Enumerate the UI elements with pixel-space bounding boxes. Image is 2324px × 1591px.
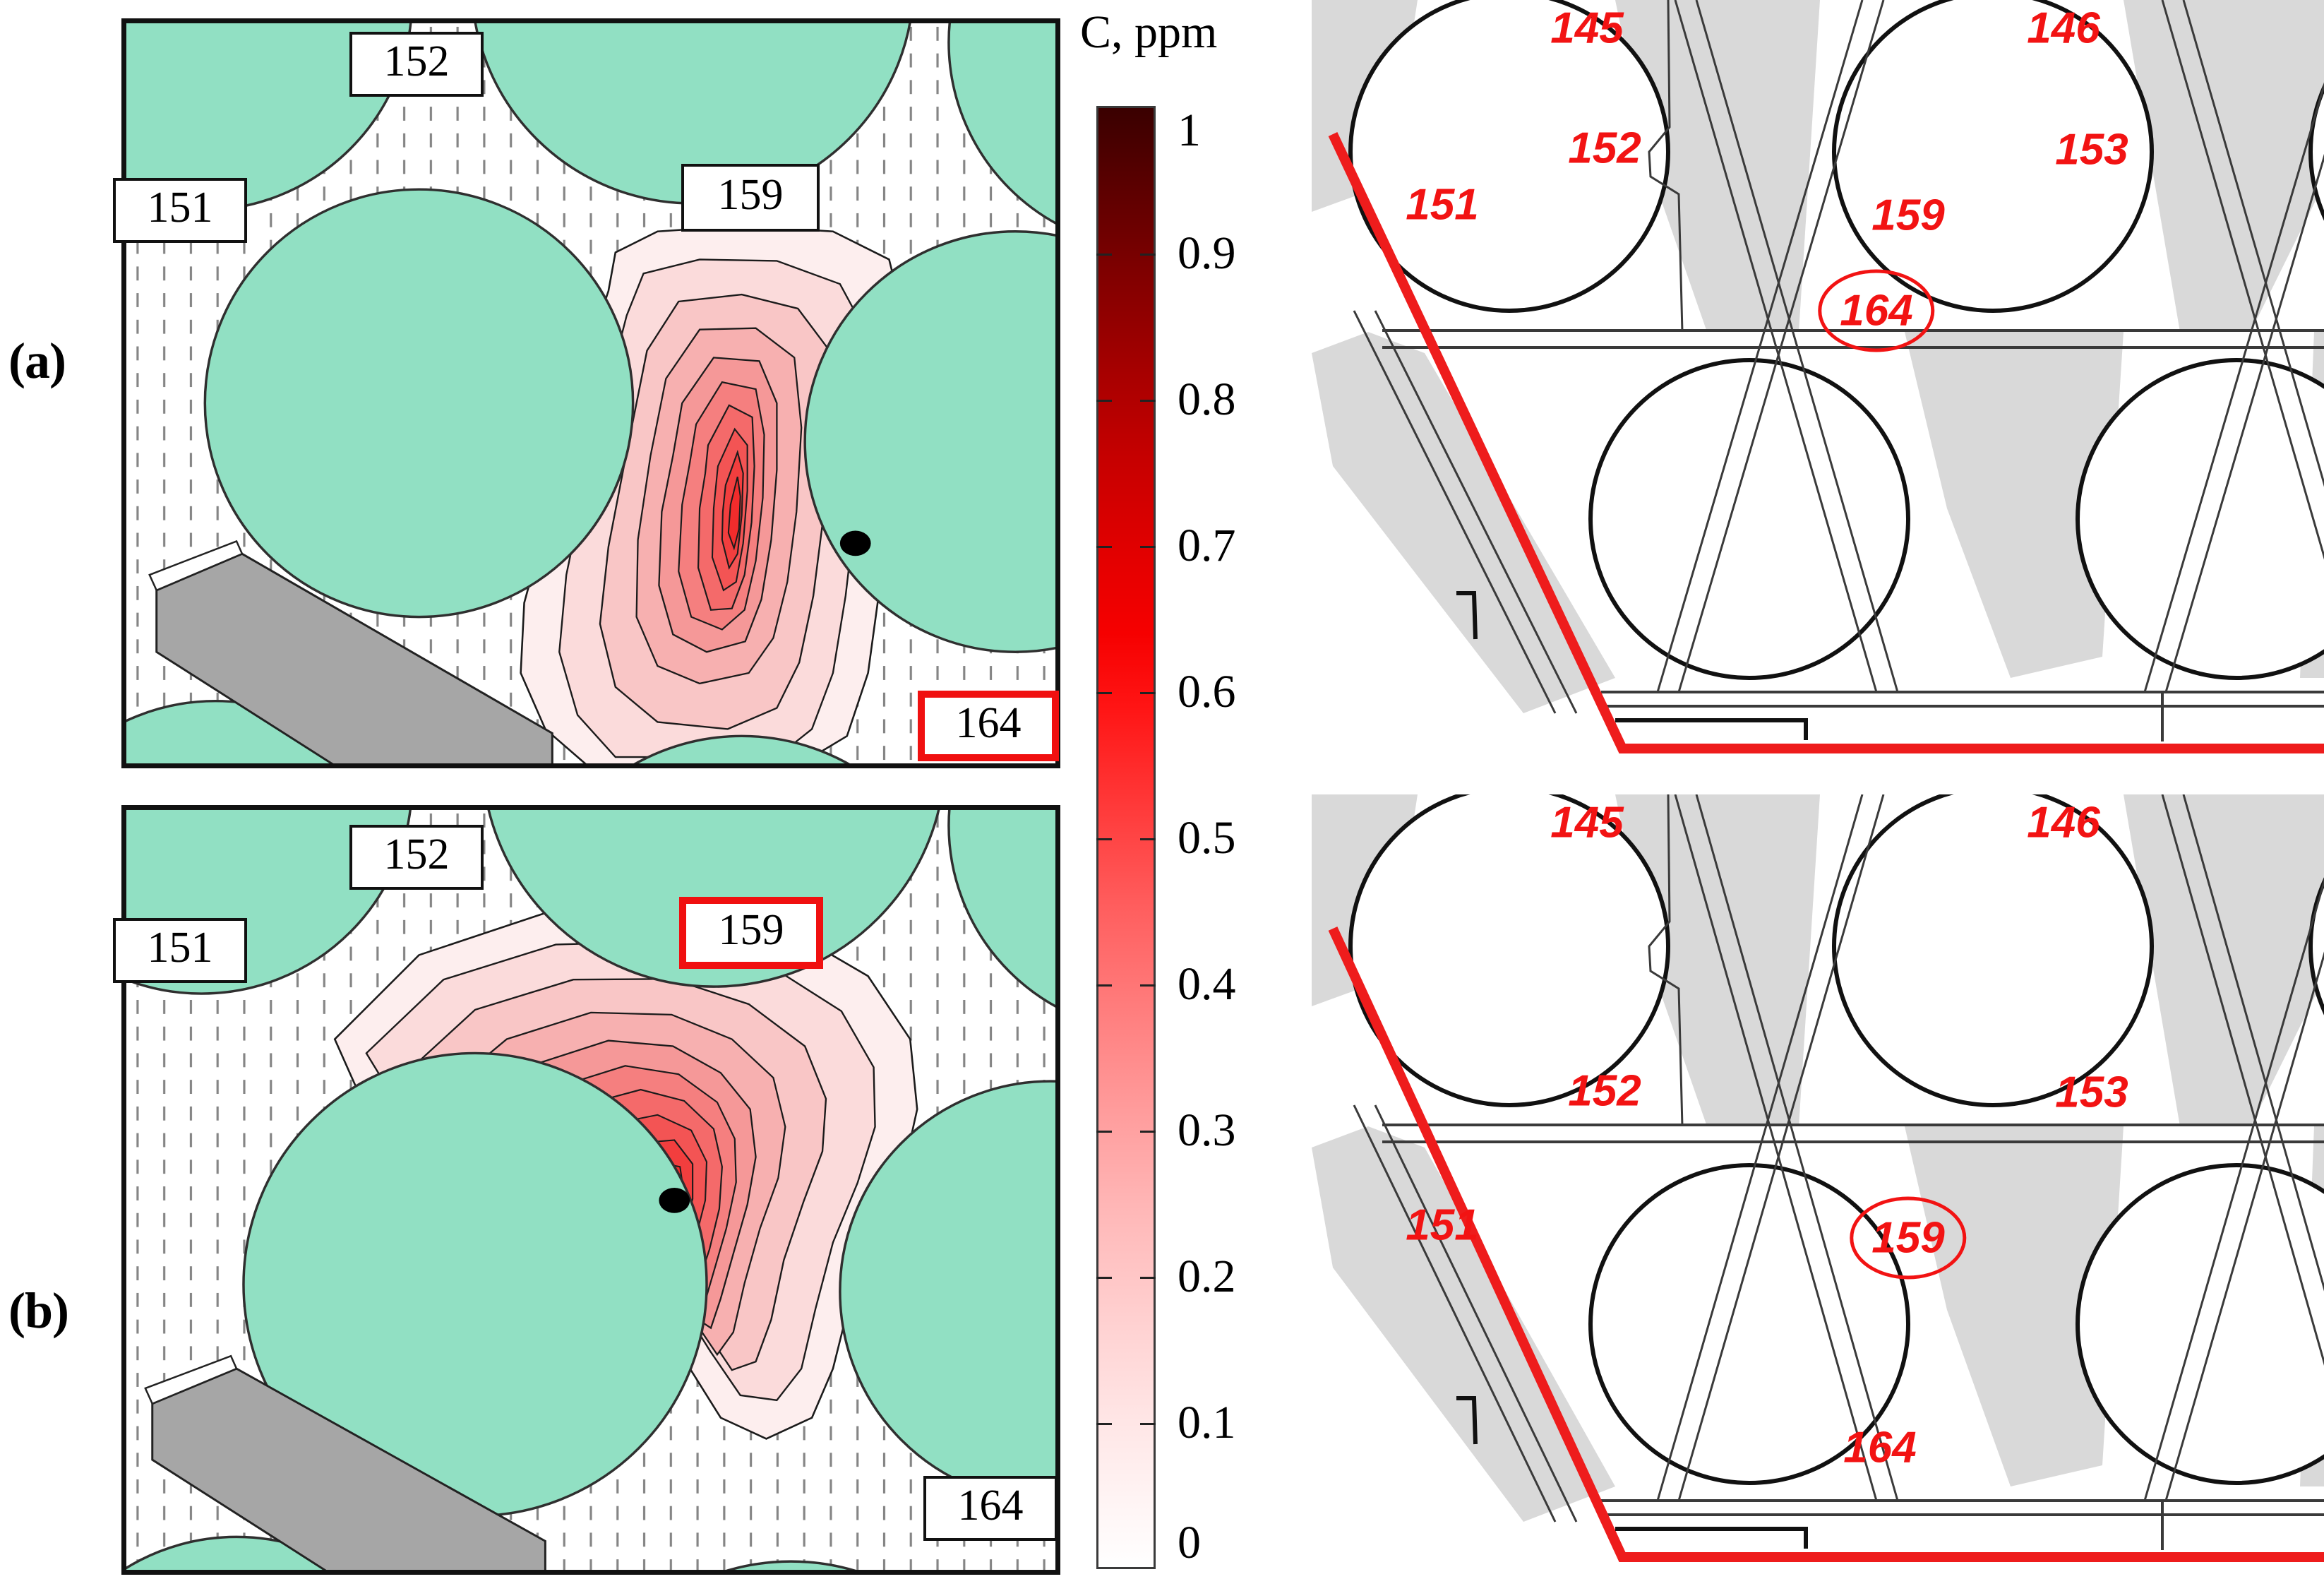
tag-label: 151 bbox=[147, 184, 213, 232]
schem-a-label-159: 159 bbox=[1871, 191, 1945, 240]
colorbar-title: C, ppm bbox=[1080, 6, 1218, 58]
colorbar-label-0: 0 bbox=[1178, 1517, 1201, 1568]
tag-box-a-151[interactable]: 151 bbox=[113, 178, 247, 243]
gray-wedge-a bbox=[148, 540, 553, 765]
colorbar-tick-0.4-right bbox=[1140, 984, 1156, 987]
colorbar-tick-0.3-right bbox=[1140, 1131, 1156, 1133]
colorbar-tick-0.6-right bbox=[1140, 692, 1156, 694]
schem-b-label-164: 164 bbox=[1843, 1423, 1917, 1472]
schem-a-label-152: 152 bbox=[1568, 124, 1641, 173]
tag-label: 164 bbox=[957, 1482, 1024, 1530]
contour-plot-b bbox=[121, 805, 1060, 1575]
schem-b-label-152: 152 bbox=[1568, 1066, 1641, 1116]
tag-box-b-164[interactable]: 164 bbox=[923, 1476, 1058, 1541]
tag-label: 152 bbox=[383, 37, 450, 85]
colorbar-label-0.4: 0.4 bbox=[1178, 958, 1236, 1010]
colorbar-label-0.1: 0.1 bbox=[1178, 1397, 1236, 1448]
contour-plot-a-canvas bbox=[124, 21, 1058, 765]
colorbar-label-0.2: 0.2 bbox=[1178, 1251, 1236, 1302]
colorbar-label-0.8: 0.8 bbox=[1178, 374, 1236, 425]
tag-box-b-151[interactable]: 151 bbox=[113, 918, 247, 983]
tag-label: 159 bbox=[718, 906, 784, 954]
release-point-marker-b bbox=[659, 1188, 690, 1213]
tag-box-a-164-highlight[interactable]: 164 bbox=[918, 691, 1059, 761]
colorbar-tick-0.1-right bbox=[1140, 1423, 1156, 1425]
schem-b-label-151: 151 bbox=[1406, 1200, 1479, 1250]
schem-b-label-146: 146 bbox=[2027, 798, 2100, 847]
tag-box-a-152[interactable]: 152 bbox=[349, 32, 484, 97]
tag-label: 159 bbox=[717, 171, 784, 219]
schem-b-label-159-circled[interactable]: 159 bbox=[1850, 1196, 1967, 1280]
colorbar-tick-0.6 bbox=[1096, 692, 1112, 694]
colorbar-label-1: 1 bbox=[1178, 105, 1201, 156]
colorbar-tick-0.2-right bbox=[1140, 1277, 1156, 1279]
colorbar-tick-0.4 bbox=[1096, 984, 1112, 987]
schem-b-label-153: 153 bbox=[2055, 1068, 2128, 1117]
colorbar-tick-0.3 bbox=[1096, 1131, 1112, 1133]
tag-label: 164 bbox=[955, 699, 1022, 747]
colorbar-tick-0.5 bbox=[1096, 838, 1112, 840]
colorbar-label-0.5: 0.5 bbox=[1178, 812, 1236, 864]
panel-letter-a: (a) bbox=[8, 333, 66, 389]
release-point-marker-a bbox=[839, 530, 871, 556]
colorbar-tick-0.7-right bbox=[1140, 546, 1156, 548]
panel-letter-b: (b) bbox=[8, 1282, 69, 1339]
colorbar-tick-0.1 bbox=[1096, 1423, 1112, 1425]
tag-label: 151 bbox=[147, 924, 213, 972]
schematic-a-canvas bbox=[1312, 0, 2324, 753]
schem-a-label-153: 153 bbox=[2055, 125, 2128, 174]
colorbar-tick-0.2 bbox=[1096, 1277, 1112, 1279]
schem-b-label-145: 145 bbox=[1550, 798, 1624, 847]
schematic-a: 145 146 152 153 151 159 164 bbox=[1312, 0, 2324, 780]
tag-label: 152 bbox=[383, 830, 450, 878]
red-boundary-a bbox=[1328, 132, 2324, 753]
red-boundary-b bbox=[1328, 926, 2324, 1562]
colorbar-label-0.7: 0.7 bbox=[1178, 520, 1236, 571]
tag-box-b-159-highlight[interactable]: 159 bbox=[679, 897, 823, 969]
colorbar-label-0.6: 0.6 bbox=[1178, 666, 1236, 717]
tag-box-b-152[interactable]: 152 bbox=[349, 825, 484, 890]
colorbar-tick-0.8 bbox=[1096, 400, 1112, 402]
schem-a-label-146: 146 bbox=[2027, 4, 2100, 53]
gray-wedge-b bbox=[144, 1354, 546, 1572]
contour-plot-b-canvas bbox=[124, 808, 1058, 1572]
rod-obstacles-a bbox=[124, 21, 1058, 765]
schem-a-label-151: 151 bbox=[1406, 180, 1479, 230]
tag-box-a-159[interactable]: 159 bbox=[681, 164, 820, 232]
colorbar-gradient bbox=[1096, 106, 1156, 1569]
schem-a-label-145: 145 bbox=[1550, 4, 1624, 53]
contour-plot-a bbox=[121, 18, 1060, 768]
schematic-b-canvas bbox=[1312, 794, 2324, 1562]
schematic-b: 145 146 152 153 151 159 164 bbox=[1312, 794, 2324, 1591]
colorbar-label-0.9: 0.9 bbox=[1178, 227, 1236, 279]
colorbar-tick-0.8-right bbox=[1140, 400, 1156, 402]
colorbar-tick-0.7 bbox=[1096, 546, 1112, 548]
colorbar-tick-0.9 bbox=[1096, 254, 1112, 256]
colorbar-tick-0.9-right bbox=[1140, 254, 1156, 256]
colorbar-label-0.3: 0.3 bbox=[1178, 1104, 1236, 1156]
rod-obstacles-b bbox=[124, 808, 1058, 1572]
colorbar-tick-0.5-right bbox=[1140, 838, 1156, 840]
schem-a-label-164-circled[interactable]: 164 bbox=[1818, 269, 1935, 352]
